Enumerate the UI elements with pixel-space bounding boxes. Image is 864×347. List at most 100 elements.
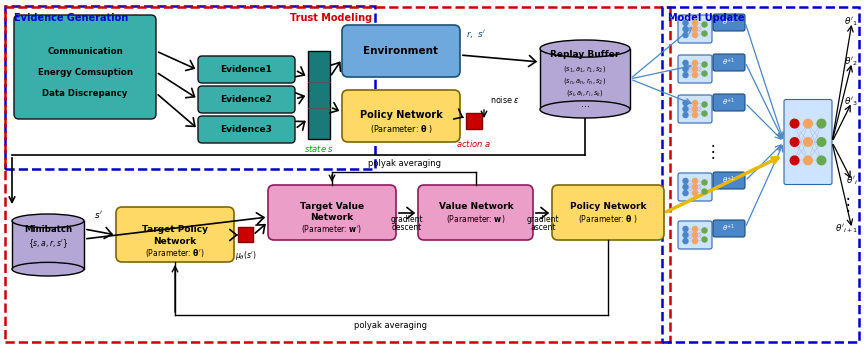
Circle shape [692,60,697,66]
Text: Trust Modeling: Trust Modeling [290,13,372,23]
Text: $r,\ s'$: $r,\ s'$ [466,28,486,40]
Text: gradient: gradient [391,214,423,223]
Circle shape [817,138,826,146]
Circle shape [702,62,707,67]
Bar [238,227,253,242]
Text: action $\mathit{a}$: action $\mathit{a}$ [456,138,492,149]
Circle shape [702,111,707,116]
Bar [308,51,330,139]
FancyBboxPatch shape [678,221,712,249]
Text: polyak averaging: polyak averaging [367,159,441,168]
FancyBboxPatch shape [116,207,234,262]
Circle shape [702,71,707,76]
FancyBboxPatch shape [784,100,832,185]
Text: $s'$: $s'$ [93,209,102,220]
Circle shape [791,156,799,165]
Text: $\theta^{+1}$: $\theta^{+1}$ [722,175,736,186]
Text: $\theta'_1$: $\theta'_1$ [844,16,858,28]
Text: Energy Comsuption: Energy Comsuption [37,68,132,76]
Circle shape [683,67,688,71]
Circle shape [692,178,697,184]
FancyBboxPatch shape [342,25,460,77]
Text: noise $\epsilon$: noise $\epsilon$ [490,93,520,104]
Circle shape [692,232,697,237]
Circle shape [683,178,688,184]
Text: $\{s,a,r,s'\}$: $\{s,a,r,s'\}$ [28,238,68,251]
Text: Network: Network [154,237,197,245]
Circle shape [804,138,812,146]
Text: (Parameter: $\mathbf{w}$): (Parameter: $\mathbf{w}$) [447,213,505,225]
Text: Evidence2: Evidence2 [220,95,272,104]
Text: Communication: Communication [48,46,123,56]
FancyBboxPatch shape [713,54,745,71]
Circle shape [791,138,799,146]
Text: $(s_i,a_i,r_i,s_k)$: $(s_i,a_i,r_i,s_k)$ [566,88,604,98]
FancyBboxPatch shape [713,94,745,111]
FancyBboxPatch shape [14,15,156,119]
Circle shape [692,185,697,189]
Text: $\theta'_{i+1}$: $\theta'_{i+1}$ [835,223,858,235]
Text: $\theta^{+1}$: $\theta^{+1}$ [722,97,736,108]
Text: $\theta'_2$: $\theta'_2$ [844,56,858,68]
Text: Environment: Environment [364,46,439,56]
FancyBboxPatch shape [713,172,745,189]
Text: Target Value: Target Value [300,202,364,211]
FancyBboxPatch shape [198,56,295,83]
Bar [662,7,859,342]
Text: (Parameter: $\mathbf{\theta'}$): (Parameter: $\mathbf{\theta'}$) [145,247,205,259]
Bar [5,6,375,169]
Circle shape [692,112,697,118]
Text: (Parameter: $\mathbf{\theta}$ ): (Parameter: $\mathbf{\theta}$ ) [578,213,638,225]
FancyBboxPatch shape [418,185,533,240]
Text: Target Policy: Target Policy [142,226,208,235]
Circle shape [683,60,688,66]
Ellipse shape [540,101,630,118]
FancyBboxPatch shape [198,86,295,113]
Text: $\vdots$: $\vdots$ [840,195,850,213]
Circle shape [702,22,707,27]
Circle shape [692,107,697,111]
Circle shape [702,228,707,233]
Circle shape [702,237,707,242]
Text: Policy Network: Policy Network [359,110,442,120]
Ellipse shape [540,40,630,57]
FancyBboxPatch shape [198,116,295,143]
Circle shape [692,73,697,78]
Circle shape [692,226,697,231]
Circle shape [817,119,826,128]
Circle shape [702,31,707,36]
Circle shape [683,73,688,78]
Text: $\theta'_i$: $\theta'_i$ [846,175,858,187]
Text: $\mu_\theta(s^\prime)$: $\mu_\theta(s^\prime)$ [235,249,257,262]
Bar [12,221,84,269]
Text: descent: descent [392,222,422,231]
Ellipse shape [12,214,84,228]
Text: state $s$: state $s$ [304,143,334,154]
FancyBboxPatch shape [678,95,712,123]
FancyBboxPatch shape [342,90,460,142]
Circle shape [791,119,799,128]
Circle shape [692,67,697,71]
Text: Data Discrepancy: Data Discrepancy [42,88,128,98]
Text: ...: ... [581,99,589,109]
Text: Value Network: Value Network [439,202,513,211]
Text: $\theta'_3$: $\theta'_3$ [844,96,858,108]
Bar [5,7,670,342]
Text: $(s_n,a_n,r_n,s_2)$: $(s_n,a_n,r_n,s_2)$ [563,76,607,86]
Circle shape [692,33,697,37]
Circle shape [702,102,707,107]
Bar [540,49,630,109]
Circle shape [683,191,688,196]
FancyBboxPatch shape [678,55,712,83]
Circle shape [683,100,688,105]
Circle shape [683,238,688,244]
Circle shape [683,107,688,111]
FancyBboxPatch shape [713,14,745,31]
Text: (Parameter: $\mathbf{w'}$): (Parameter: $\mathbf{w'}$) [302,223,363,235]
Circle shape [702,180,707,185]
Circle shape [683,20,688,25]
Circle shape [683,226,688,231]
Ellipse shape [12,262,84,276]
Circle shape [683,112,688,118]
Circle shape [804,119,812,128]
